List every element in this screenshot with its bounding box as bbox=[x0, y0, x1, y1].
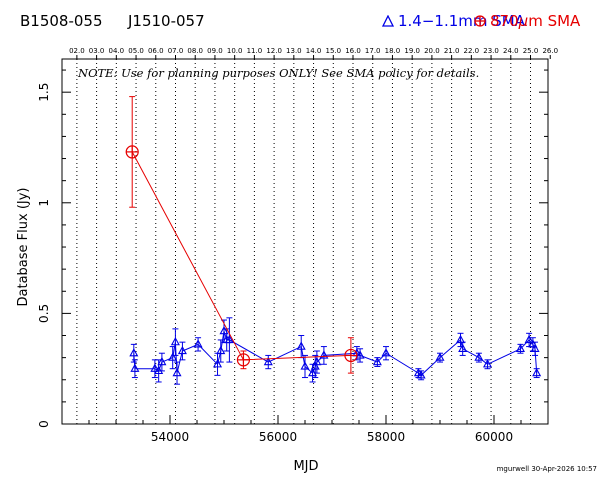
data-point-triangle bbox=[524, 334, 534, 344]
top-axis-tick-label: 21.0 bbox=[444, 47, 460, 55]
source-name: B1508-055 bbox=[20, 12, 103, 30]
data-point-triangle bbox=[157, 356, 167, 366]
data-point-triangle bbox=[458, 343, 468, 352]
x-tick-label: 60000 bbox=[475, 430, 513, 444]
series-blue bbox=[129, 317, 542, 385]
top-axis-tick-label: 15.0 bbox=[325, 47, 341, 55]
legend-red-label-mu: μ bbox=[518, 12, 529, 30]
data-point-triangle bbox=[372, 356, 382, 366]
data-point-triangle bbox=[212, 359, 223, 368]
data-point-triangle bbox=[515, 343, 525, 352]
top-axis-tick-label: 26.0 bbox=[542, 47, 558, 55]
top-axis-tick-label: 25.0 bbox=[523, 47, 539, 55]
data-point-triangle bbox=[319, 350, 329, 359]
legend-red-label-suffix: m SMA bbox=[528, 12, 581, 30]
top-axis-tick-label: 05.0 bbox=[128, 47, 144, 55]
legend-red: 870μm SMA bbox=[474, 12, 580, 30]
data-point-triangle bbox=[130, 363, 140, 372]
legend-red-label-prefix: 870 bbox=[490, 12, 519, 30]
top-axis-tick-label: 10.0 bbox=[227, 47, 243, 55]
y-tick-label: 1 bbox=[37, 199, 51, 207]
data-point-triangle bbox=[224, 334, 234, 344]
year-grid-lines bbox=[76, 59, 532, 424]
footer-stamp: mgurwell 30-Apr-2026 10:57 bbox=[496, 465, 597, 473]
series-line bbox=[131, 151, 351, 361]
top-axis-tick-label: 08.0 bbox=[187, 47, 203, 55]
data-point-triangle bbox=[435, 352, 445, 361]
data-point-triangle bbox=[150, 363, 160, 372]
x-tick-label: 54000 bbox=[151, 430, 189, 444]
data-point-triangle bbox=[482, 359, 493, 368]
data-point-triangle bbox=[216, 345, 226, 355]
top-axis-tick-label: 17.0 bbox=[365, 47, 381, 55]
y-tick-label: 0.5 bbox=[37, 304, 51, 323]
top-axis-tick-label: 04.0 bbox=[109, 47, 125, 55]
data-point-triangle bbox=[296, 341, 306, 350]
data-point-triangle bbox=[219, 325, 229, 335]
y-tick-label: 1.5 bbox=[37, 83, 51, 102]
top-axis-tick-label: 23.0 bbox=[483, 47, 499, 55]
data-point-triangle bbox=[381, 348, 391, 357]
top-axis-tick-label: 13.0 bbox=[286, 47, 302, 55]
x-tick-label: 56000 bbox=[259, 430, 297, 444]
data-point-triangle bbox=[355, 350, 365, 359]
data-point-triangle bbox=[312, 356, 322, 366]
top-axis-tick-label: 20.0 bbox=[424, 47, 440, 55]
series-layer bbox=[125, 96, 542, 385]
top-axis-tick-label: 06.0 bbox=[148, 47, 164, 55]
circle-plus-marker-icon bbox=[474, 15, 486, 27]
top-axis-tick-label: 18.0 bbox=[385, 47, 401, 55]
top-axis-tick-label: 02.0 bbox=[69, 47, 85, 55]
top-axis-tick-label: 14.0 bbox=[306, 47, 322, 55]
top-axis-tick-label: 16.0 bbox=[345, 47, 361, 55]
data-point-triangle bbox=[530, 343, 540, 352]
data-point-triangle bbox=[474, 352, 484, 361]
triangle-marker-icon bbox=[382, 15, 394, 27]
data-point-triangle bbox=[416, 370, 426, 379]
data-point-triangle bbox=[168, 352, 178, 361]
data-point-triangle bbox=[172, 367, 182, 377]
data-point-triangle bbox=[129, 348, 139, 357]
planning-note: NOTE: Use for planning purposes ONLY! Se… bbox=[77, 66, 479, 80]
top-axis-tick-label: 03.0 bbox=[89, 47, 105, 55]
data-point-triangle bbox=[177, 345, 187, 355]
top-axis-tick-label: 09.0 bbox=[207, 47, 223, 55]
source-alt-name: J1510-057 bbox=[128, 12, 205, 30]
y-tick-label: 0 bbox=[37, 420, 51, 428]
axis-ticks bbox=[61, 55, 551, 425]
data-point-triangle bbox=[193, 339, 203, 348]
data-point-triangle bbox=[263, 356, 273, 366]
legend-blue-label: 1.4−1.1mm SMA bbox=[398, 12, 525, 30]
y-axis-label: Database Flux (Jy) bbox=[16, 188, 31, 307]
data-point-triangle bbox=[300, 361, 310, 370]
legend-blue: 1.4−1.1mm SMA bbox=[382, 12, 525, 30]
top-axis-tick-label: 22.0 bbox=[464, 47, 480, 55]
x-axis-label: MJD bbox=[293, 459, 318, 474]
top-axis-tick-label: 19.0 bbox=[404, 47, 420, 55]
axis-tick-labels: 02.0 03.0 04.0 05.0 06.0 07.0 08.0 09.0 10.0 11.0… bbox=[37, 47, 558, 444]
data-point-triangle bbox=[154, 365, 164, 375]
data-point-triangle bbox=[308, 367, 318, 377]
data-point-triangle bbox=[170, 337, 180, 346]
top-axis-tick-label: 07.0 bbox=[168, 47, 184, 55]
top-axis-tick-label: 12.0 bbox=[266, 47, 282, 55]
data-point-triangle bbox=[532, 367, 542, 377]
top-axis-tick-label: 11.0 bbox=[247, 47, 263, 55]
x-tick-label: 58000 bbox=[367, 430, 405, 444]
series-red bbox=[125, 96, 358, 374]
top-axis-tick-label: 24.0 bbox=[503, 47, 519, 55]
